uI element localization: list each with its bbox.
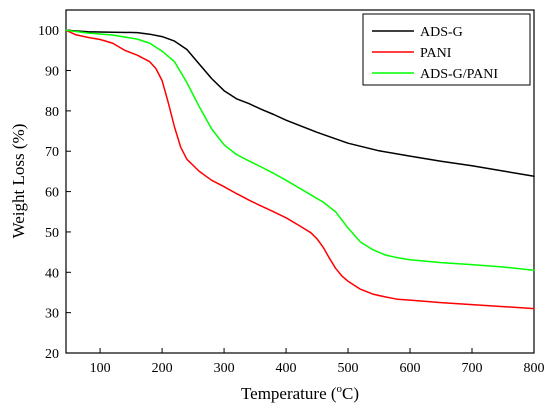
x-tick-label-300: 300 (214, 361, 235, 376)
x-tick-label-500: 500 (338, 361, 359, 376)
y-tick-label-100: 100 (38, 24, 59, 39)
x-axis-title-degree: o (337, 383, 343, 395)
series-line-pani (65, 29, 535, 310)
x-tick-label-100: 100 (90, 361, 111, 376)
legend: ADS-G PANI ADS-G/PANI (362, 13, 531, 86)
axis-ticks: 100 200 300 400 500 600 700 800 20 30 40 50 60 70 80 90… (38, 24, 545, 376)
series-lines (65, 29, 535, 310)
y-tick-label-60: 60 (45, 186, 59, 201)
x-tick-label-800: 800 (524, 361, 545, 376)
y-tick-label-40: 40 (45, 266, 59, 281)
x-tick-label-200: 200 (152, 361, 173, 376)
y-tick-label-90: 90 (45, 65, 59, 80)
series-line-ads-g (65, 29, 535, 178)
y-tick-label-30: 30 (45, 307, 59, 322)
x-tick-label-700: 700 (462, 361, 483, 376)
series-line-ads-g-pani (65, 29, 535, 272)
x-axis-title-unit: C) (342, 384, 359, 403)
y-tick-label-70: 70 (45, 145, 59, 160)
y-tick-label-80: 80 (45, 105, 59, 120)
plot-frame (65, 9, 535, 354)
x-axis-title: Temperature (oC) (241, 383, 359, 403)
x-tick-label-400: 400 (276, 361, 297, 376)
x-axis-title-text: Temperature ( (241, 384, 337, 403)
y-axis-title: Weight Loss (%) (9, 124, 28, 239)
y-tick-label-20: 20 (45, 347, 59, 362)
y-tick-label-50: 50 (45, 226, 59, 241)
legend-label-ads-g-pani: ADS-G/PANI (420, 67, 498, 82)
legend-label-ads-g: ADS-G (420, 25, 463, 40)
x-tick-label-600: 600 (400, 361, 421, 376)
legend-label-pani: PANI (420, 46, 452, 61)
